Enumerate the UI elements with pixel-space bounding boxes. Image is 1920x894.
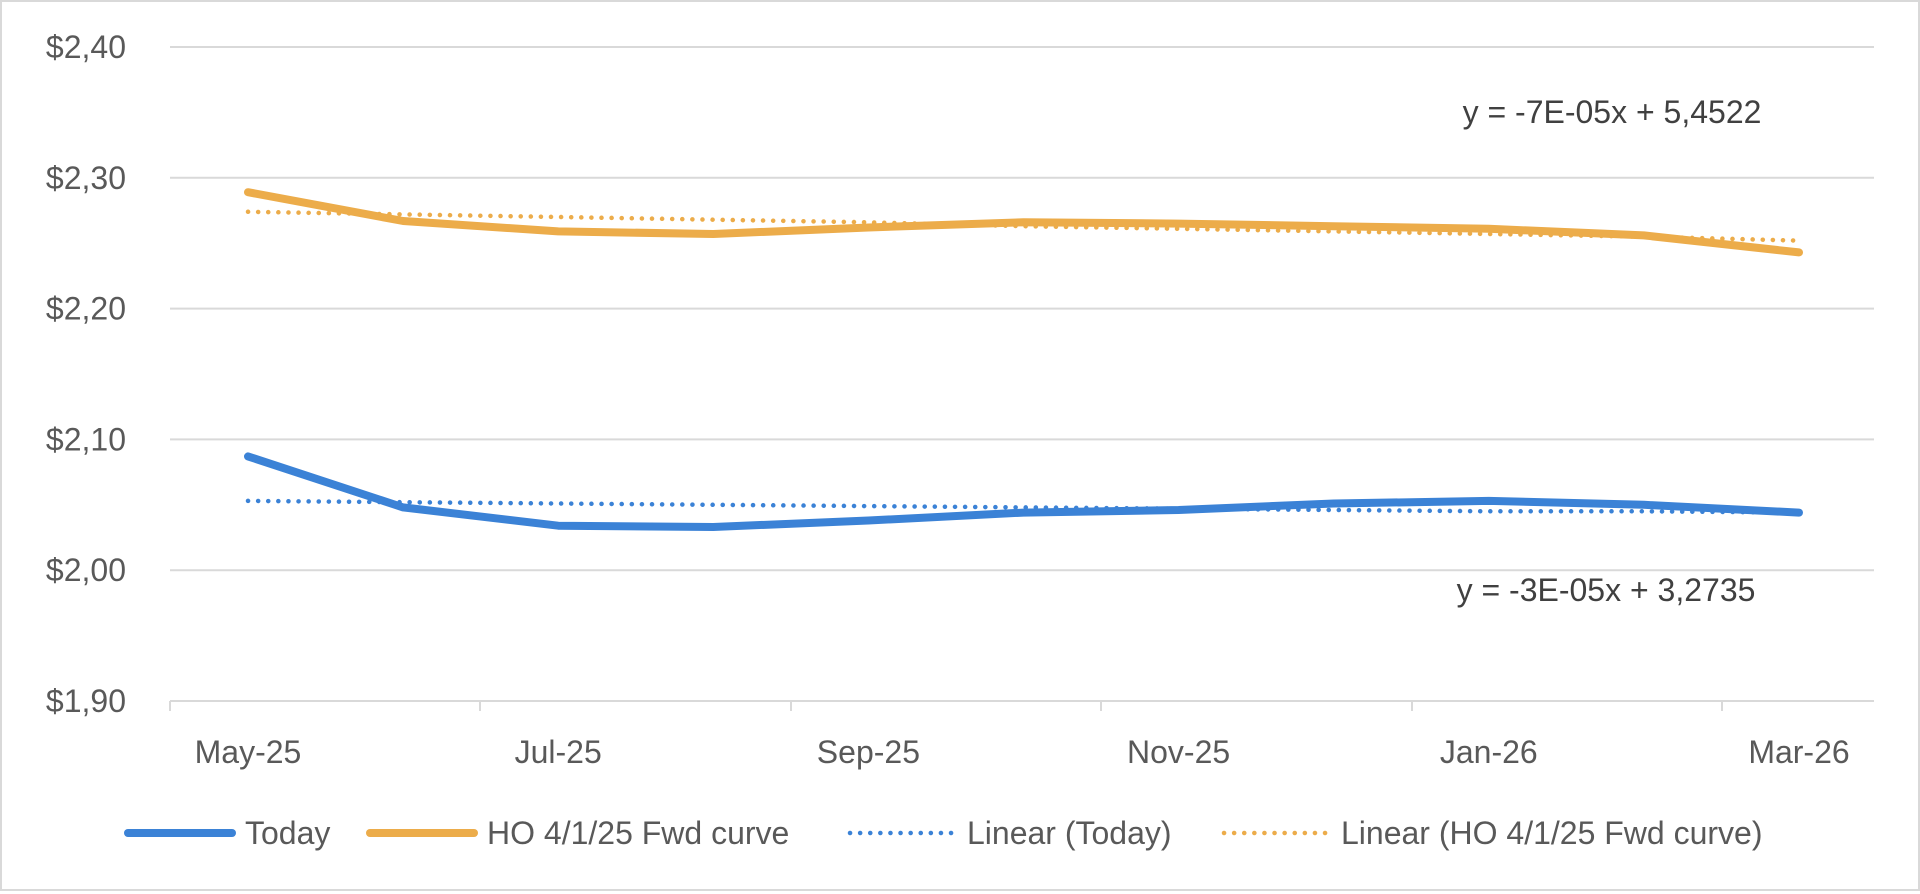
series-line-linear-today	[245, 498, 1802, 515]
y-tick-label: $2,10	[46, 421, 126, 457]
y-tick-label: $2,30	[46, 160, 126, 196]
x-axis	[169, 700, 1874, 711]
legend-label: Today	[245, 815, 330, 851]
x-tick-label: Sep-25	[817, 734, 920, 770]
legend-label: Linear (HO 4/1/25 Fwd curve)	[1341, 815, 1763, 851]
y-axis-tick-labels: $2,40 $2,30 $2,20 $2,10 $2,00 $1,90	[46, 29, 126, 719]
x-tick-label: Mar-26	[1748, 734, 1849, 770]
y-tick-label: $1,90	[46, 683, 126, 719]
x-tick-label: May-25	[195, 734, 302, 770]
series-line-ho-4-1-25-fwd-curve	[244, 188, 1803, 257]
legend-label: HO 4/1/25 Fwd curve	[487, 815, 789, 851]
legend-label: Linear (Today)	[967, 815, 1172, 851]
trendline-equation: y = -3E-05x + 3,2735	[1457, 572, 1756, 608]
x-axis-tick-labels: May-25 Jul-25 Sep-25 Nov-25 Jan-26 Mar-26	[195, 734, 1850, 770]
y-tick-label: $2,00	[46, 552, 126, 588]
series-lines	[244, 188, 1803, 531]
trendline-equation: y = -7E-05x + 5,4522	[1463, 94, 1762, 130]
y-tick-label: $2,20	[46, 291, 126, 327]
legend: Today HO 4/1/25 Fwd curve Linear (Today) Li…	[124, 815, 1763, 851]
series-line-today	[244, 452, 1803, 531]
x-tick-label: Jan-26	[1440, 734, 1538, 770]
x-tick-label: Nov-25	[1127, 734, 1230, 770]
trendline-equations: y = -7E-05x + 5,4522 y = -3E-05x + 3,2735	[1457, 94, 1762, 608]
y-tick-label: $2,40	[46, 29, 126, 65]
x-tick-label: Jul-25	[515, 734, 602, 770]
